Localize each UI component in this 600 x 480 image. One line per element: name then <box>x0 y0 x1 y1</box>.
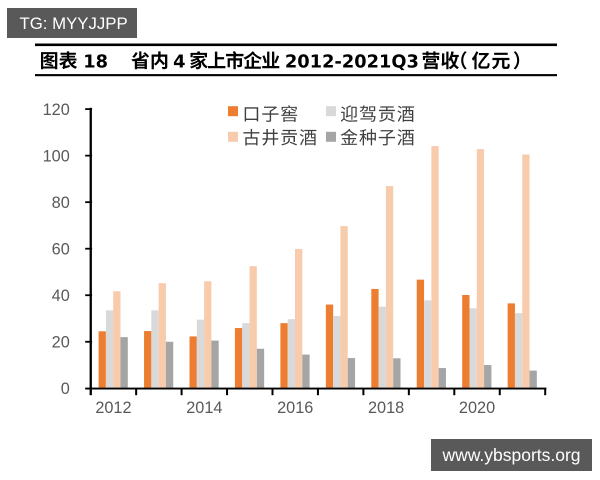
svg-text:2018: 2018 <box>368 399 404 417</box>
svg-text:2014: 2014 <box>186 399 222 417</box>
svg-text:60: 60 <box>52 241 70 259</box>
svg-text:80: 80 <box>52 194 70 212</box>
svg-text:2012: 2012 <box>95 399 131 417</box>
svg-text:120: 120 <box>43 101 70 119</box>
svg-text:2016: 2016 <box>277 399 313 417</box>
svg-text:20: 20 <box>52 334 70 352</box>
svg-text:100: 100 <box>43 148 70 166</box>
svg-text:40: 40 <box>52 287 70 305</box>
svg-text:0: 0 <box>61 380 70 398</box>
svg-text:2020: 2020 <box>459 399 495 417</box>
